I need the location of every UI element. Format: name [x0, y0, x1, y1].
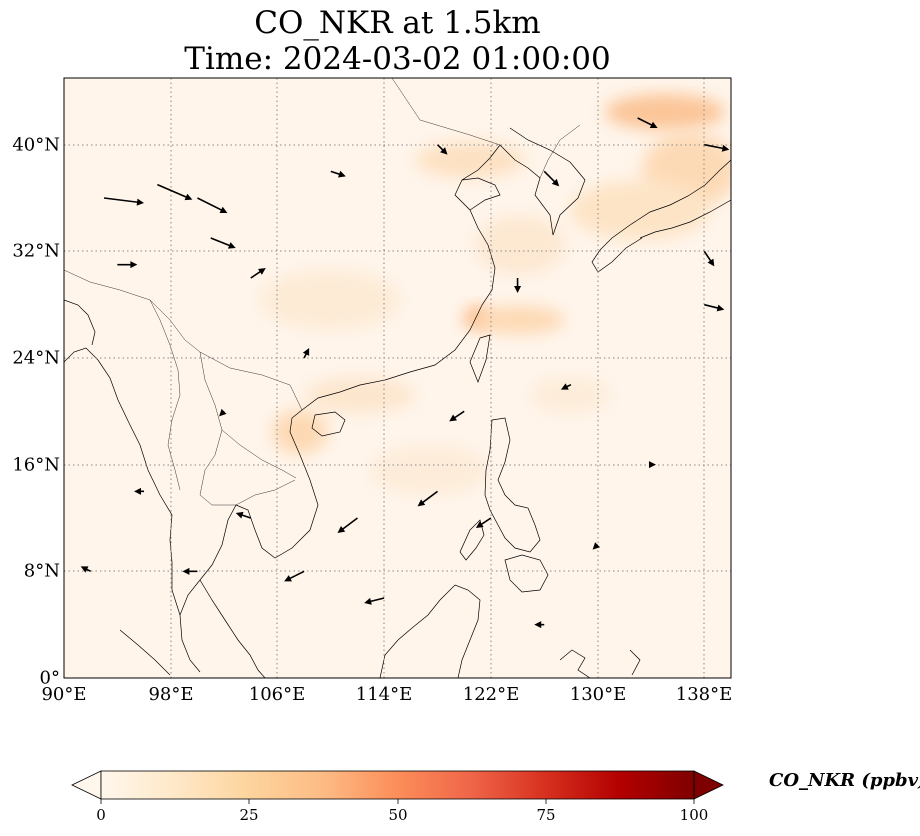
wind-vector	[250, 268, 266, 279]
lon-tick-label: 138°E	[675, 684, 733, 705]
wind-vector	[182, 567, 198, 575]
wind-vector	[302, 348, 310, 359]
wind-vector	[364, 597, 385, 605]
lon-tick-label: 98°E	[148, 684, 194, 705]
wind-vector	[417, 490, 438, 507]
wind-vector	[103, 197, 145, 206]
wind-vector	[210, 237, 236, 249]
wind-vector	[534, 621, 545, 629]
map-title: CO_NKR at 1.5km	[254, 5, 541, 41]
wind-vector	[330, 170, 346, 178]
wind-vector	[284, 570, 305, 582]
wind-vector	[704, 303, 725, 312]
colorbar-label: CO_NKR (ppbv)	[769, 770, 920, 791]
wind-vector	[197, 197, 228, 213]
wind-vector	[704, 143, 730, 152]
wind-vector	[436, 144, 448, 155]
lat-tick-label: 24°N	[12, 347, 60, 369]
colorbar	[71, 770, 724, 804]
lon-tick-label: 106°E	[248, 684, 306, 705]
gridlines	[64, 78, 731, 678]
lat-tick-label: 32°N	[12, 240, 60, 262]
lon-tick-label: 130°E	[569, 684, 627, 705]
colorbar-extend-max	[693, 770, 724, 800]
wind-vector	[157, 183, 193, 201]
lat-tick-label: 8°N	[23, 560, 60, 582]
wind-vector	[637, 117, 658, 128]
concentration-field	[260, 94, 731, 495]
wind-vector	[560, 383, 572, 390]
wind-vector	[475, 517, 492, 528]
lat-tick-label: 40°N	[12, 134, 60, 156]
wind-vector	[337, 517, 358, 533]
wind-vector	[703, 250, 715, 267]
wind-vector	[514, 278, 522, 293]
map-frame	[63, 77, 732, 679]
wind-vector	[543, 170, 560, 187]
lat-tick-label: 0°	[39, 667, 60, 689]
colorbar-gradient	[101, 771, 694, 799]
wind-vector	[592, 542, 601, 550]
lat-tick-label: 16°N	[12, 454, 60, 476]
wind-vector	[80, 566, 92, 573]
wind-vector	[134, 487, 145, 495]
wind-vector	[235, 511, 252, 519]
colorbar-tick-label: 50	[388, 806, 408, 824]
country-borders	[64, 78, 581, 506]
lon-tick-label: 122°E	[462, 684, 520, 705]
lon-tick-label: 90°E	[41, 684, 87, 705]
colorbar-tick-label: 0	[96, 806, 106, 824]
map-timestamp: Time: 2024-03-02 01:00:00	[184, 41, 611, 77]
wind-vector	[648, 461, 656, 469]
map-background	[64, 78, 731, 678]
lon-tick-label: 114°E	[355, 684, 413, 705]
colorbar-tick-label: 25	[239, 806, 259, 824]
coastlines	[64, 127, 731, 678]
colorbar-tick-label: 100	[679, 806, 709, 824]
colorbar-extend-min	[71, 770, 102, 800]
wind-vectors	[80, 117, 730, 629]
colorbar-tick-label: 75	[536, 806, 556, 824]
wind-vector	[117, 261, 138, 269]
wind-vector	[449, 410, 465, 422]
wind-vector	[219, 408, 227, 417]
